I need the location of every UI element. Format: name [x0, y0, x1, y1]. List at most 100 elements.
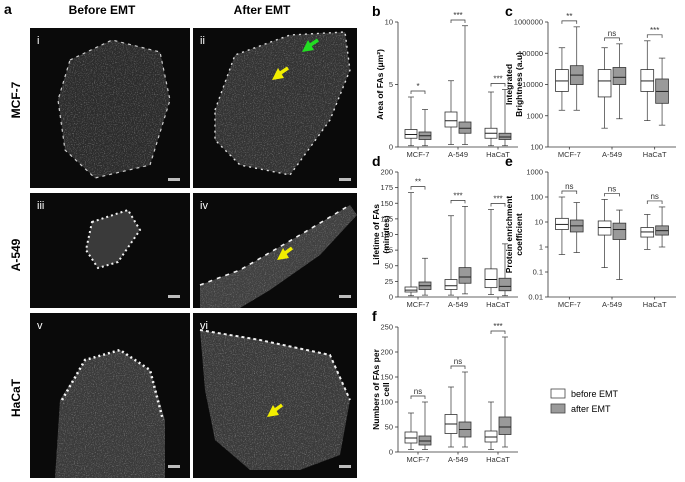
scale-bar [339, 465, 351, 468]
col-header-after: After EMT [234, 3, 291, 17]
significance-bracket [450, 19, 466, 23]
tile-label: v [37, 320, 43, 332]
scale-bar [168, 465, 180, 468]
significance-label: ns [650, 192, 658, 201]
y-tick-label: 0 [389, 448, 393, 457]
x-tick-label: A-549 [448, 150, 468, 159]
y-tick-label: 1000 [526, 168, 543, 177]
significance-label: *** [493, 75, 502, 84]
tile-label: iii [37, 200, 44, 212]
significance-label: * [416, 82, 419, 91]
significance-bracket [490, 203, 506, 207]
yellow-arrow-head-icon [272, 68, 284, 80]
yellow-arrow-head-icon [277, 248, 289, 260]
x-tick-label: HaCaT [486, 455, 510, 464]
tile-label: vi [200, 320, 208, 332]
box-before [404, 129, 418, 139]
y-axis-label-line: coefficient [514, 213, 524, 256]
y-tick-label: 0.01 [528, 293, 543, 302]
y-tick-label: 175 [380, 183, 393, 192]
y-axis-label-line: (minutes) [381, 215, 391, 253]
x-tick-label: MCF-7 [558, 300, 581, 309]
legend: before EMT after EMT [550, 388, 619, 414]
y-tick-label: 25 [385, 277, 393, 286]
x-tick-label: MCF-7 [407, 300, 430, 309]
x-tick-label: MCF-7 [407, 150, 430, 159]
y-tick-label: 100000 [518, 49, 543, 58]
panel-letter: f [372, 308, 377, 324]
y-axis-label-line: Integrated [504, 64, 514, 105]
significance-label: ns [414, 387, 422, 396]
panel-letter: d [372, 153, 381, 169]
significance-bracket [410, 90, 426, 94]
row-label-hacat: HaCaT [9, 378, 23, 417]
x-tick-label: A-549 [602, 300, 622, 309]
row-label-mcf7: MCF-7 [9, 81, 23, 118]
box-after [612, 67, 627, 85]
micrograph-a549-before: iii [30, 193, 190, 308]
x-tick-label: HaCaT [486, 150, 510, 159]
micrograph-hacat-after: vi [193, 313, 357, 478]
chart-f: f Numbers of FAs percell 0 50 100 150 200 250 MC… [371, 308, 518, 464]
significance-label: *** [493, 322, 502, 331]
significance-bracket [604, 193, 620, 197]
y-axis-label: Numbers of FAs percell [371, 348, 391, 429]
y-tick-label: 250 [380, 323, 393, 332]
y-tick-label: 100 [380, 230, 393, 239]
y-tick-label: 100 [530, 193, 543, 202]
legend-swatch-after [550, 403, 566, 414]
y-axis-label: Protein enrichmentcoefficient [504, 196, 524, 274]
scale-bar [339, 295, 351, 298]
x-tick-label: A-549 [448, 455, 468, 464]
panel-letter: b [372, 3, 381, 19]
box-before [444, 111, 458, 128]
y-tick-label: 1000 [526, 111, 543, 120]
box-before [597, 69, 612, 98]
x-tick-label: HaCaT [486, 300, 510, 309]
tile-label: ii [200, 35, 205, 47]
y-tick-label: 200 [380, 168, 393, 177]
y-axis-label-line: Brightness (a.u) [514, 52, 524, 117]
micrograph-a549-after: iv [193, 193, 357, 308]
y-tick-label: 125 [380, 214, 393, 223]
panel-letter: c [505, 3, 513, 19]
significance-bracket [410, 395, 426, 399]
chart-d: d Lifetime of FAs(minutes) 0 25 50 75 100 125 15… [371, 153, 518, 309]
scale-bar [168, 178, 180, 181]
y-axis-label-line: Protein enrichment [504, 196, 514, 274]
y-tick-label: 1 [539, 243, 543, 252]
panel-a-letter: a [4, 1, 12, 17]
significance-bracket [450, 365, 466, 369]
micrograph-hacat-before: v [30, 313, 190, 478]
y-tick-label: 150 [380, 373, 393, 382]
scale-bar [168, 295, 180, 298]
y-tick-label: 1000000 [514, 18, 543, 27]
micrograph-mcf7-before: i [30, 28, 190, 188]
micrograph-mcf7-after: ii [193, 28, 357, 188]
y-tick-label: 5 [389, 80, 393, 89]
green-arrow-head-icon [302, 40, 314, 52]
y-axis-label: Area of FAs (μm²) [375, 49, 385, 120]
x-tick-label: A-549 [448, 300, 468, 309]
box-after [498, 277, 512, 292]
yellow-arrow-head-icon [267, 405, 279, 417]
significance-bracket [561, 190, 578, 194]
significance-bracket [561, 20, 578, 24]
row-label-a549: A-549 [9, 238, 23, 271]
col-header-before: Before EMT [69, 3, 136, 17]
y-tick-label: 0 [389, 293, 393, 302]
chart-b: b Area of FAs (μm²) 0 5 10 MCF-7 * A-549 *** HaCa… [372, 3, 518, 159]
y-tick-label: 50 [385, 423, 393, 432]
y-tick-label: 50 [385, 261, 393, 270]
significance-label: ns [565, 182, 573, 191]
box-before [444, 279, 458, 290]
chart-e: e Protein enrichmentcoefficient 0.01 0.1 1 10… [504, 153, 676, 309]
y-tick-label: 75 [385, 246, 393, 255]
box-before [404, 286, 418, 293]
x-tick-label: HaCaT [643, 150, 667, 159]
box-after [498, 416, 512, 435]
box-after [612, 222, 627, 240]
y-axis-label-line: Lifetime of FAs [371, 204, 381, 265]
y-tick-label: 0.1 [533, 268, 543, 277]
y-axis-label-line: cell [381, 382, 391, 396]
